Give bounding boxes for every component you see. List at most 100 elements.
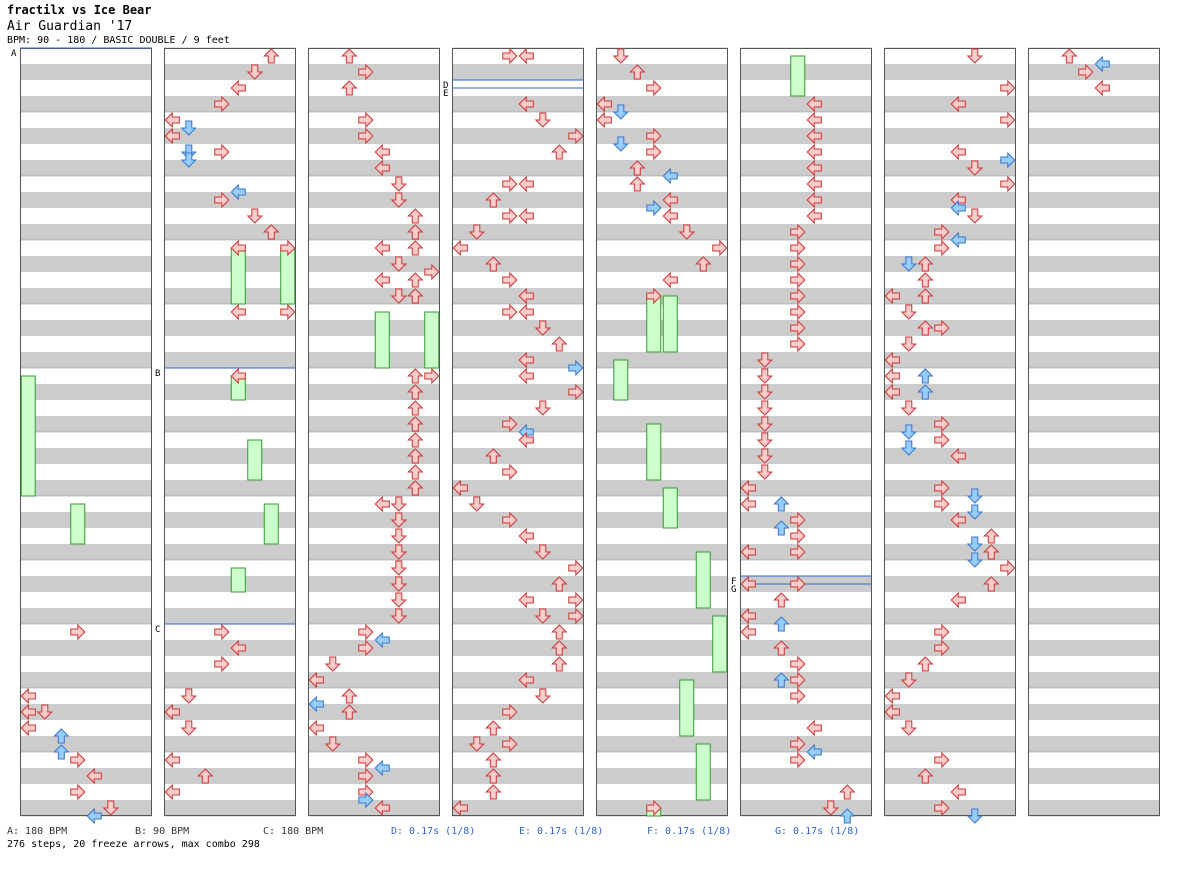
beat-stripe bbox=[596, 64, 728, 80]
step-arrow bbox=[966, 552, 984, 568]
beat-stripe bbox=[452, 192, 584, 208]
step-arrow bbox=[662, 271, 678, 289]
beat-stripe bbox=[20, 672, 152, 688]
step-arrow bbox=[612, 136, 630, 152]
beat-stripe bbox=[596, 256, 728, 272]
step-arrow bbox=[900, 336, 918, 352]
beat-stripe bbox=[740, 192, 872, 208]
step-arrow bbox=[70, 751, 86, 769]
step-arrow bbox=[374, 143, 390, 161]
beat-stripe bbox=[884, 224, 1016, 240]
legend-item: G: 0.17s (1/8) bbox=[775, 826, 859, 837]
step-arrow bbox=[358, 791, 374, 809]
beat-stripe bbox=[1028, 704, 1160, 720]
marker-label: B bbox=[155, 369, 160, 379]
step-arrow bbox=[756, 352, 774, 368]
step-arrow bbox=[518, 431, 534, 449]
beat-stripe bbox=[164, 800, 296, 816]
beat-stripe bbox=[452, 384, 584, 400]
beat-stripe bbox=[1028, 768, 1160, 784]
step-arrow bbox=[646, 143, 662, 161]
step-arrow bbox=[900, 400, 918, 416]
step-arrow bbox=[407, 368, 424, 384]
beat-stripe bbox=[164, 64, 296, 80]
freeze-arrow bbox=[247, 439, 263, 481]
step-arrow bbox=[518, 47, 534, 65]
step-arrow bbox=[884, 703, 900, 721]
step-arrow bbox=[263, 48, 280, 64]
step-arrow bbox=[934, 639, 950, 657]
step-arrow bbox=[790, 335, 806, 353]
step-arrow bbox=[280, 239, 296, 257]
beat-stripe bbox=[884, 736, 1016, 752]
step-arrow bbox=[424, 263, 440, 281]
beat-stripe bbox=[20, 640, 152, 656]
beat-stripe bbox=[740, 416, 872, 432]
step-arrow bbox=[917, 656, 934, 672]
step-arrow bbox=[180, 720, 198, 736]
step-arrow bbox=[374, 759, 390, 777]
beat-stripe bbox=[884, 448, 1016, 464]
beat-stripe bbox=[452, 128, 584, 144]
beat-stripe bbox=[452, 224, 584, 240]
step-arrow bbox=[551, 656, 568, 672]
step-arrow bbox=[806, 159, 822, 177]
step-arrow bbox=[568, 559, 584, 577]
marker-label: A bbox=[11, 49, 17, 59]
beat-stripe bbox=[452, 544, 584, 560]
step-arrow bbox=[468, 496, 486, 512]
step-arrow bbox=[740, 607, 756, 625]
chart-title: fractilx vs Ice Bear bbox=[7, 3, 152, 17]
beat-stripe bbox=[308, 416, 440, 432]
beat-stripe bbox=[452, 96, 584, 112]
step-arrow bbox=[502, 303, 518, 321]
beat-stripe bbox=[884, 128, 1016, 144]
step-arrow bbox=[695, 256, 712, 272]
beat-stripe bbox=[740, 768, 872, 784]
beat-stripe bbox=[308, 480, 440, 496]
step-arrow bbox=[884, 367, 900, 385]
step-arrow bbox=[518, 591, 534, 609]
step-arrow bbox=[164, 751, 180, 769]
beat-stripe bbox=[164, 160, 296, 176]
step-arrow bbox=[983, 576, 1000, 592]
step-arrow bbox=[551, 624, 568, 640]
beat-stripe bbox=[884, 352, 1016, 368]
beat-stripe bbox=[884, 704, 1016, 720]
freeze-arrow bbox=[679, 679, 695, 737]
beat-stripe bbox=[452, 160, 584, 176]
legend-item: C: 180 BPM bbox=[263, 826, 323, 837]
step-arrow bbox=[917, 288, 934, 304]
step-arrow bbox=[263, 224, 280, 240]
step-arrow bbox=[518, 207, 534, 225]
step-arrow bbox=[324, 736, 342, 752]
beat-stripe bbox=[452, 640, 584, 656]
beat-stripe bbox=[20, 576, 152, 592]
beat-stripe bbox=[20, 736, 152, 752]
freeze-arrow bbox=[230, 567, 246, 593]
step-arrow bbox=[950, 231, 966, 249]
step-arrow bbox=[790, 655, 806, 673]
beat-stripe bbox=[452, 320, 584, 336]
legend-item: E: 0.17s (1/8) bbox=[519, 826, 603, 837]
beat-stripe bbox=[1028, 800, 1160, 816]
step-arrow bbox=[934, 751, 950, 769]
beat-stripe bbox=[308, 640, 440, 656]
beat-stripe bbox=[1028, 480, 1160, 496]
beat-stripe bbox=[308, 128, 440, 144]
beat-stripe bbox=[884, 512, 1016, 528]
step-arrow bbox=[390, 608, 408, 624]
beat-stripe bbox=[164, 544, 296, 560]
step-arrow bbox=[1061, 48, 1078, 64]
column-border bbox=[452, 48, 584, 816]
beat-stripe bbox=[596, 544, 728, 560]
beat-stripe bbox=[20, 288, 152, 304]
step-arrow bbox=[230, 303, 246, 321]
beat-stripe bbox=[1028, 192, 1160, 208]
step-arrow bbox=[407, 384, 424, 400]
step-arrow bbox=[358, 623, 374, 641]
freeze-arrow bbox=[70, 503, 86, 545]
step-arrow bbox=[790, 239, 806, 257]
step-arrow bbox=[790, 575, 806, 593]
